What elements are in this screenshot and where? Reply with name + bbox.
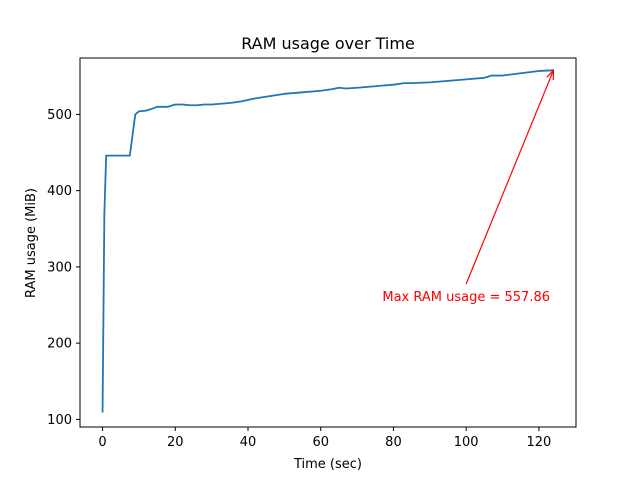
x-tick-label-20: 20: [167, 435, 184, 450]
x-tick-label-40: 40: [240, 435, 257, 450]
y-tick-label-500: 500: [47, 108, 72, 123]
x-tick-label-60: 60: [312, 435, 329, 450]
y-tick-label-400: 400: [47, 184, 72, 199]
annotation-arrow: [465, 70, 555, 285]
y-axis-title: RAM usage (MiB): [24, 188, 39, 298]
x-tick-label-120: 120: [526, 435, 551, 450]
y-tick-label-200: 200: [47, 337, 72, 352]
axes-frame: [79, 57, 577, 428]
x-axis-title: Time (sec): [293, 457, 362, 472]
x-tick-label-0: 0: [98, 435, 106, 450]
y-tick-label-100: 100: [47, 413, 72, 428]
y-tick-label-300: 300: [47, 260, 72, 275]
plot-area: 0 20 40 60 80 100 120 100 200 300 400 500 Max RAM us…: [47, 57, 577, 450]
series-line-0: [101, 69, 554, 413]
annotation-text: Max RAM usage = 557.86: [382, 290, 550, 305]
x-tick-label-100: 100: [454, 435, 479, 450]
x-tick-label-80: 80: [385, 435, 402, 450]
annotation-arrowhead: [546, 68, 555, 80]
chart-title: RAM usage over Time: [241, 34, 415, 53]
